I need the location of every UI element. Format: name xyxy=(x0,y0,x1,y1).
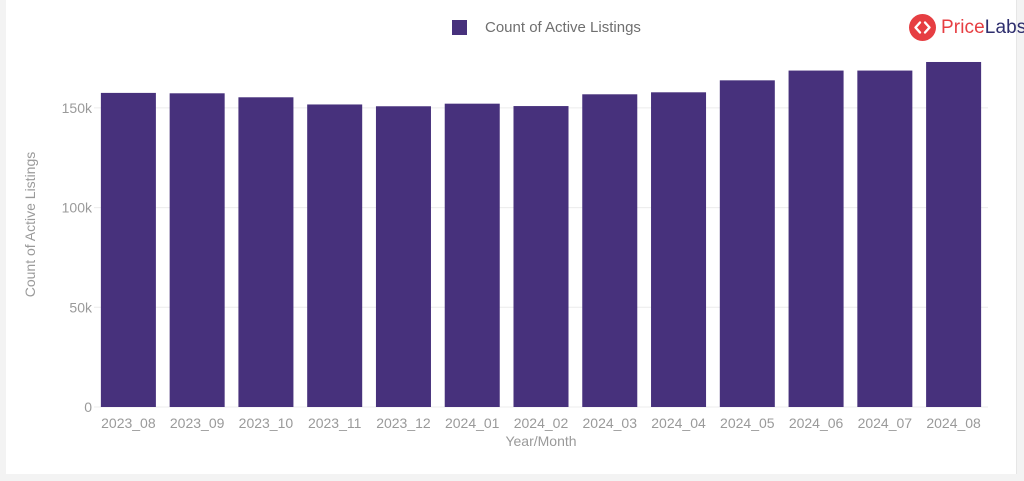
x-tick-label: 2023_09 xyxy=(170,415,225,431)
pricelabs-logo-icon xyxy=(909,14,936,41)
y-tick-label: 50k xyxy=(69,299,93,315)
x-tick-label: 2024_06 xyxy=(789,415,844,431)
bar xyxy=(582,94,638,408)
brand-name-part1: Price xyxy=(941,16,985,38)
bar xyxy=(375,106,431,407)
chart-legend[interactable]: Count of Active Listings xyxy=(452,19,641,36)
bar xyxy=(857,70,913,408)
bar xyxy=(238,97,294,408)
bar xyxy=(100,92,156,408)
bar xyxy=(719,80,775,407)
x-tick-label: 2024_05 xyxy=(720,415,775,431)
x-tick-label: 2023_11 xyxy=(308,415,362,431)
x-tick-label: 2023_10 xyxy=(239,415,294,431)
y-tick-label: 150k xyxy=(62,100,93,116)
bar xyxy=(444,103,500,408)
x-tick-label: 2024_04 xyxy=(651,415,706,431)
bar xyxy=(169,93,225,407)
x-tick-label: 2024_07 xyxy=(858,415,913,431)
brand-name-part2: Labs xyxy=(984,16,1024,38)
bar xyxy=(651,92,707,408)
y-axis-title: Count of Active Listings xyxy=(22,152,38,298)
brand-name: PriceLabs xyxy=(941,17,1024,39)
bar xyxy=(926,61,982,407)
y-tick-label: 0 xyxy=(84,399,92,415)
brand-logo: PriceLabs xyxy=(909,14,1024,41)
x-tick-label: 2024_03 xyxy=(583,415,638,431)
y-tick-label: 100k xyxy=(62,200,93,216)
bar-chart: 0 50k 100k 150k 2023_08 2023_09 2023_10 2023_11… xyxy=(22,61,988,449)
bar xyxy=(513,106,569,407)
x-axis-title: Year/Month xyxy=(505,433,576,449)
x-tick-label: 2023_08 xyxy=(101,415,156,431)
x-tick-label: 2023_12 xyxy=(376,415,431,431)
legend-swatch xyxy=(452,20,467,35)
chart-card: 0 50k 100k 150k 2023_08 2023_09 2023_10 2023_11… xyxy=(6,0,1024,474)
x-tick-label: 2024_08 xyxy=(926,415,981,431)
x-tick-label: 2024_02 xyxy=(514,415,569,431)
legend-label: Count of Active Listings xyxy=(485,19,641,36)
bar xyxy=(788,70,844,408)
bar xyxy=(307,104,363,407)
x-tick-label: 2024_01 xyxy=(445,415,500,431)
